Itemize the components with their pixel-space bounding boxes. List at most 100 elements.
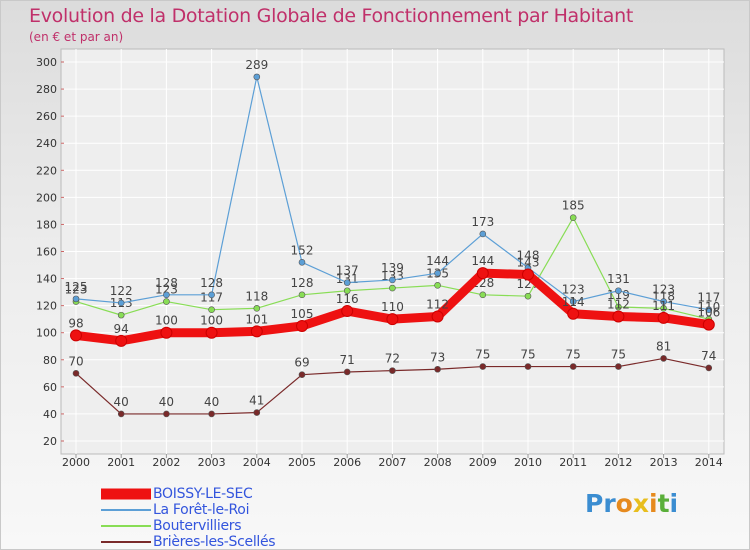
data-point [434,365,441,373]
data-point [72,295,80,303]
data-label: 100 [200,314,223,328]
data-label: 100 [155,314,178,328]
data-point [298,371,306,378]
data-point [702,318,715,331]
logo-letter: i [649,489,658,518]
x-tick-label: 2004 [243,456,271,469]
data-label: 289 [245,58,268,72]
y-tick-label: 100 [36,327,57,340]
data-point [660,298,667,305]
data-label: 123 [652,283,675,297]
data-point [612,310,625,323]
data-label: 106 [697,306,720,320]
legend-label-brieres: Brières-les-Scellés [153,534,276,550]
data-label: 143 [517,256,540,270]
data-label: 101 [245,312,268,326]
x-tick-label: 2006 [333,456,361,469]
data-label: 118 [245,289,268,303]
data-label: 98 [68,316,83,330]
chart-title: Evolution de la Dotation Globale de Fonc… [29,5,634,27]
data-point [660,305,667,312]
data-point [660,355,667,362]
y-tick-label: 160 [36,246,57,259]
data-point [705,364,713,372]
logo-letter: i [669,489,679,518]
data-point [524,292,532,300]
legend-swatch-foret [101,509,151,511]
data-point [389,367,396,374]
data-label: 123 [155,283,178,297]
data-point [296,319,308,332]
data-point [476,267,489,280]
logo-letter: x [632,489,649,518]
data-label: 74 [701,349,716,363]
y-tick-label: 240 [36,137,57,150]
data-label: 73 [430,350,445,364]
data-label: 123 [65,283,88,297]
x-tick-label: 2014 [695,456,723,469]
data-point [163,291,170,299]
data-point [615,303,622,311]
y-tick-label: 260 [36,110,57,123]
x-tick-label: 2000 [62,456,90,469]
legend-swatch-boissy [101,488,151,500]
data-point [434,269,441,277]
data-point [479,363,487,370]
data-label: 122 [110,284,133,298]
logo-letter: P [585,489,604,518]
data-label: 152 [291,243,314,257]
data-label: 71 [340,353,355,367]
y-tick-label: 220 [36,164,57,177]
data-label: 114 [562,295,585,309]
data-point [615,363,622,370]
data-label: 125 [65,280,88,294]
x-tick-label: 2009 [469,456,497,469]
data-label: 112 [607,297,630,311]
data-point [343,279,351,286]
data-point [479,230,487,238]
data-point [72,370,80,377]
x-tick-label: 2011 [559,456,587,469]
data-label: 144 [471,254,494,268]
y-tick-label: 80 [43,354,57,367]
data-label: 75 [475,348,490,362]
data-point [431,310,444,323]
legend-label-foret: La Forêt-le-Roi [153,502,250,518]
data-point [208,306,215,314]
data-point [569,363,577,370]
data-label: 72 [385,352,400,366]
legend-swatch-brieres [101,541,151,543]
data-point [386,313,399,326]
data-label: 40 [114,395,129,409]
logo-letter: t [657,489,670,518]
legend-label-boutervilliers: Boutervilliers [153,518,242,534]
data-label: 75 [520,348,535,362]
y-tick-label: 60 [43,381,57,394]
data-point [343,287,351,295]
data-label: 185 [562,199,585,213]
data-label: 112 [426,297,449,311]
data-label: 131 [607,272,630,286]
data-point [524,363,532,370]
data-label: 119 [607,288,630,302]
y-tick-label: 140 [36,273,57,286]
data-label: 117 [697,291,720,305]
logo-letter: o [615,489,633,518]
data-label: 110 [381,300,404,314]
data-point [117,311,125,319]
legend-swatch-boutervilliers [101,525,151,527]
data-point [389,284,396,292]
data-point [705,306,713,314]
data-point [253,73,261,81]
data-point [389,276,396,284]
x-tick-label: 2013 [650,456,678,469]
data-label: 144 [426,254,449,268]
y-tick-label: 180 [36,218,57,231]
x-tick-label: 2003 [198,456,226,469]
data-point [569,214,577,221]
data-point [163,410,170,418]
data-point [298,259,306,266]
data-label: 139 [381,261,404,275]
